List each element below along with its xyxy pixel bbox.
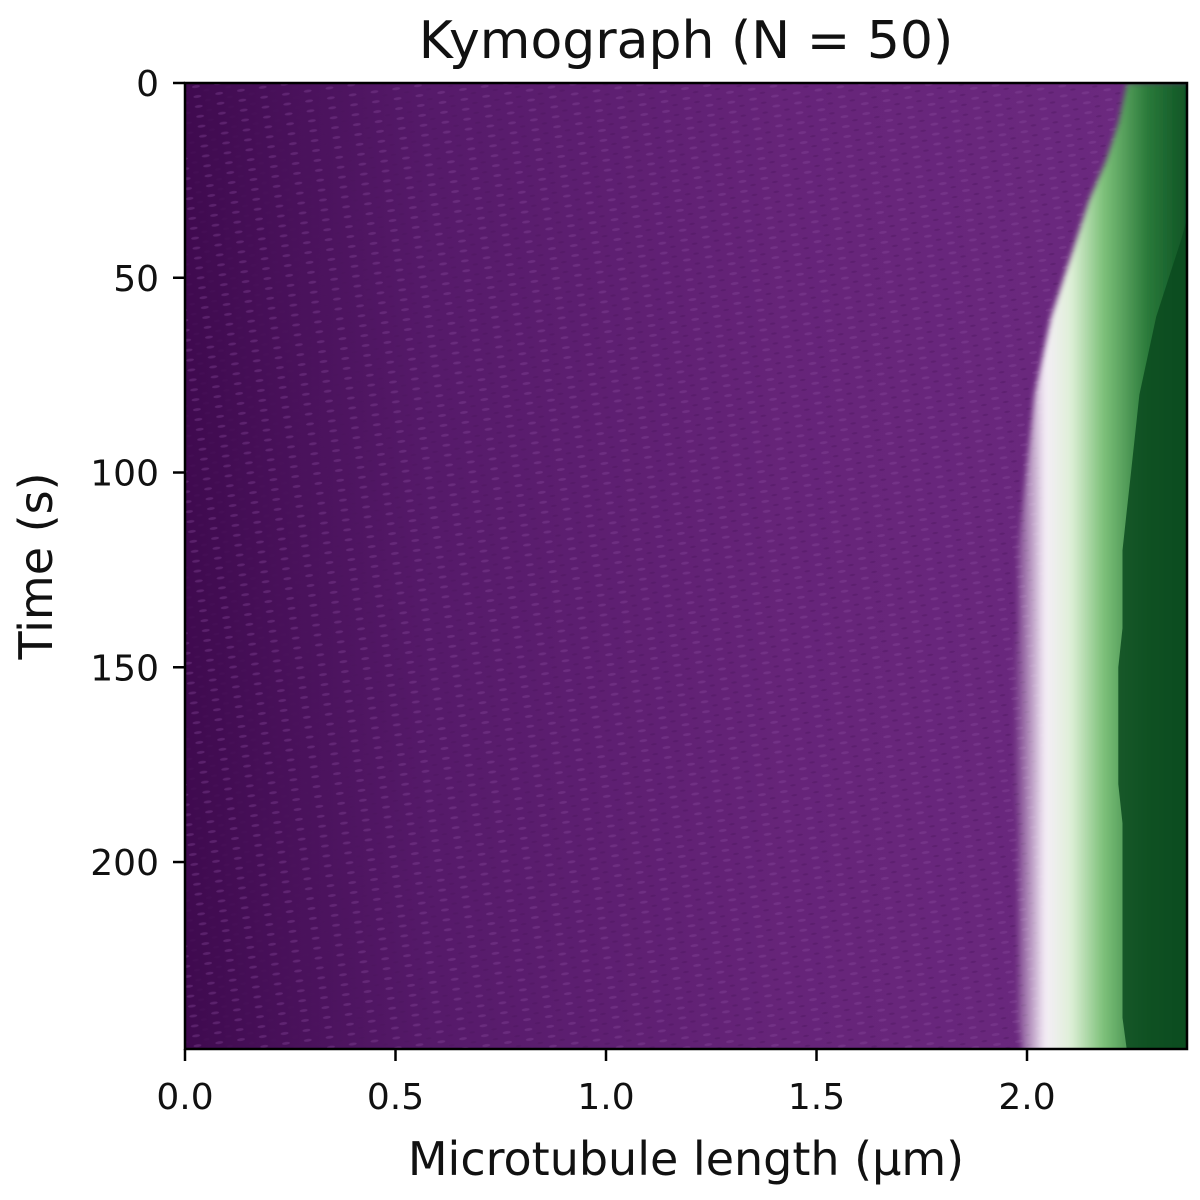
x-tick-label: 0.5: [367, 1077, 424, 1118]
y-tick-label: 100: [90, 454, 159, 495]
x-tick-label: 1.0: [577, 1077, 634, 1118]
y-tick-label: 0: [136, 64, 159, 105]
plot-frame: [183, 81, 1189, 1051]
y-axis-label: Time (s): [9, 472, 63, 660]
plot-area: [185, 83, 1187, 1049]
x-tick-label: 1.5: [788, 1077, 845, 1118]
x-tick-label: 0.0: [156, 1077, 213, 1118]
y-tick-label: 150: [90, 648, 159, 689]
y-tick-label: 200: [90, 843, 159, 884]
y-tick-label: 50: [113, 259, 159, 300]
x-axis: 0.0 0.5 1.0 1.5 2.0: [156, 1049, 1056, 1118]
y-axis: 0 50 100 150 200: [90, 64, 185, 884]
x-tick-label: 2.0: [998, 1077, 1055, 1118]
x-axis-label: Microtubule length (μm): [408, 1132, 964, 1186]
chart-title: Kymograph (N = 50): [419, 11, 954, 71]
heatmap-green-core: [1118, 218, 1187, 1049]
